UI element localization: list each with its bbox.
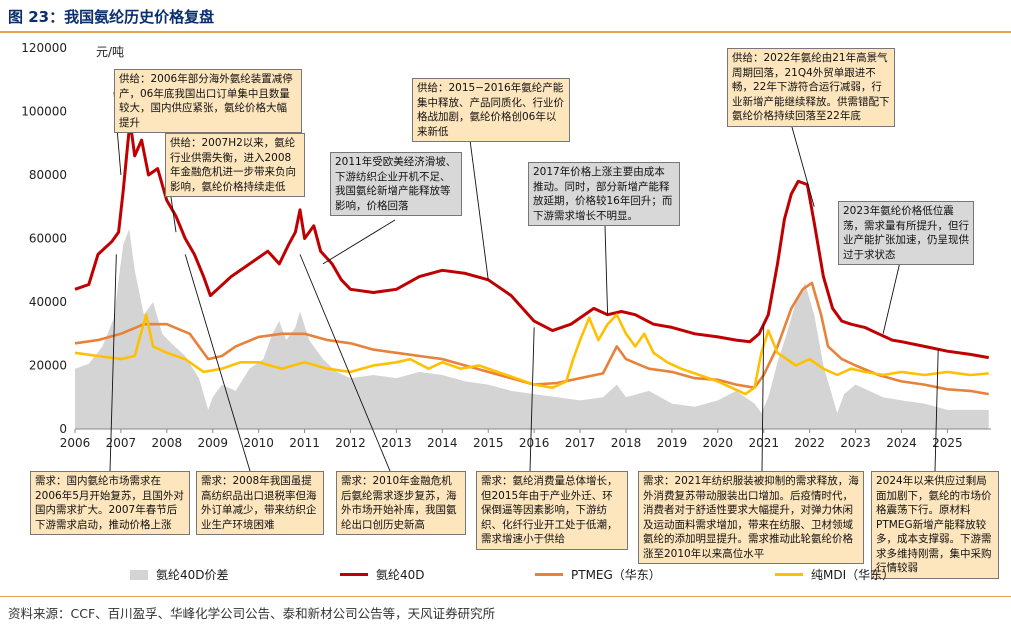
- annotation-leader-line: [934, 349, 939, 472]
- y-tick-label: 0: [59, 422, 67, 436]
- annotation-supply-2007h2: 供给：2007H2以来，氨纶行业供需失衡，进入2008年金融危机进一步带来负向影…: [165, 133, 305, 197]
- annotation-leader-line: [761, 324, 765, 472]
- annotation-leader-line: [109, 254, 117, 472]
- annotation-leader-line: [469, 139, 489, 280]
- annotation-leader-line: [169, 189, 177, 233]
- x-tick-label: 2025: [932, 436, 963, 450]
- legend-swatch-mdi: [775, 573, 803, 576]
- x-tick-label: 2019: [657, 436, 688, 450]
- y-tick-label: 80000: [29, 168, 67, 182]
- annotation-demand-2010: 需求：2010年金融危机后氨纶需求逐步复苏，海外市场开始补库，我国氨纶出口创历史…: [336, 471, 466, 535]
- legend-label-ptmeg: PTMEG（华东）: [571, 568, 661, 582]
- y-tick-label: 60000: [29, 232, 67, 246]
- annotation-leader-line: [882, 261, 901, 334]
- legend-swatch-spread: [130, 569, 148, 580]
- legend-item-spandex: 氨纶40D: [340, 566, 425, 583]
- series-line-ptmeg: [74, 281, 989, 396]
- figure-title: 图 23：我国氨纶历史价格复盘: [8, 8, 215, 26]
- annotation-supply-2015: 供给：2015−2016年氨纶产能集中释放、产品同质化、行业价格战加剧，氨纶价格…: [412, 78, 570, 142]
- source-note: 资料来源：CCF、百川盈孚、华峰化学公司公告、泰和新材公司公告等，天风证券研究所: [8, 606, 496, 621]
- legend-label-spread: 氨纶40D价差: [156, 568, 229, 582]
- x-tick-label: 2018: [611, 436, 642, 450]
- source-divider: [0, 596, 1011, 597]
- x-tick-label: 2024: [886, 436, 917, 450]
- annotation-demand-2021: 需求：2021年纺织服装被抑制的需求释放，海外消费复苏带动服装出口增加。后疫情时…: [638, 471, 864, 564]
- annotation-supply-2023: 2023年氨纶价格低位震荡，需求量有所提升，但行业产能扩张加速，仍呈现供过于求状…: [838, 201, 974, 265]
- x-tick-label: 2009: [197, 436, 228, 450]
- legend-item-mdi: 纯MDI（华东）: [775, 566, 894, 583]
- x-tick-label: 2013: [381, 436, 412, 450]
- annotation-supply-2017: 2017年价格上涨主要由成本推动。同时，部分新增产能释放延期，价格较16年回升；…: [528, 162, 680, 226]
- annotation-supply-2011: 2011年受欧美经济滑坡、下游纺织企业开机不足、我国氨纶新增产能释放等影响，价格…: [330, 152, 462, 216]
- x-tick-label: 2022: [794, 436, 825, 450]
- x-tick-label: 2011: [289, 436, 320, 450]
- legend-item-spread: 氨纶40D价差: [130, 566, 229, 583]
- annotation-leader-line: [604, 225, 609, 315]
- annotation-leader-line: [322, 219, 396, 265]
- x-tick-label: 2007: [106, 436, 137, 450]
- y-tick-label: 100000: [21, 105, 67, 119]
- y-tick-label: 120000: [21, 41, 67, 55]
- chart-legend: 氨纶40D价差 氨纶40D PTMEG（华东） 纯MDI（华东）: [0, 566, 1011, 588]
- x-tick-label: 2014: [427, 436, 458, 450]
- series-area-spread: [75, 229, 989, 429]
- x-tick-label: 2012: [335, 436, 366, 450]
- annotation-demand-2006: 需求：国内氨纶市场需求在2006年5月开始复苏，且国外对国内需求扩大。2007年…: [30, 471, 190, 535]
- legend-label-mdi: 纯MDI（华东）: [811, 568, 895, 582]
- annotation-leader-line: [184, 254, 251, 472]
- x-tick-label: 2021: [748, 436, 779, 450]
- price-chart: 0 20000 40000 60000 80000 100000 120000 2006 200…: [21, 41, 991, 472]
- annotation-demand-2024: 2024年以来供应过剩局面加剧下，氨纶的市场价格震荡下行。原材料PTMEG新增产…: [871, 471, 999, 579]
- annotation-supply-2022: 供给：2022年氨纶由21年高景气周期回落，21Q4外贸单跟进不畅，22年下游符…: [727, 48, 895, 127]
- x-tick-label: 2017: [565, 436, 596, 450]
- annotation-leader-line: [299, 254, 391, 472]
- series-line-mdi: [74, 313, 989, 396]
- x-tick-label: 2010: [243, 436, 274, 450]
- annotation-leader-line: [789, 119, 815, 207]
- y-unit-label: 元/吨: [96, 45, 124, 59]
- legend-swatch-ptmeg: [535, 573, 563, 576]
- legend-label-spandex: 氨纶40D: [376, 568, 425, 582]
- x-tick-label: 2023: [840, 436, 871, 450]
- annotation-demand-2016: 需求：氨纶消费量总体增长，但2015年由于产业外迁、环保倒逼等因素影响，下游纺织…: [476, 471, 628, 550]
- y-tick-label: 40000: [29, 295, 67, 309]
- x-tick-label: 2008: [152, 436, 183, 450]
- legend-item-ptmeg: PTMEG（华东）: [535, 566, 661, 583]
- x-tick-label: 2016: [519, 436, 550, 450]
- series-line-spandex-40d: [74, 119, 989, 360]
- annotation-supply-2006: 供给：2006年部分海外氨纶装置减停产，06年底我国出口订单集中且数量较大，国内…: [114, 69, 302, 133]
- y-tick-label: 20000: [29, 359, 67, 373]
- annotation-leader-line: [529, 327, 535, 472]
- x-tick-label: 2006: [60, 436, 91, 450]
- x-tick-label: 2020: [703, 436, 734, 450]
- annotation-demand-2008: 需求：2008年我国虽提高纺织品出口退税率但海外订单减少，带来纺织企业生产环境困…: [196, 471, 324, 535]
- x-tick-label: 2015: [473, 436, 504, 450]
- title-divider: [0, 31, 1011, 33]
- legend-swatch-spandex: [340, 573, 368, 576]
